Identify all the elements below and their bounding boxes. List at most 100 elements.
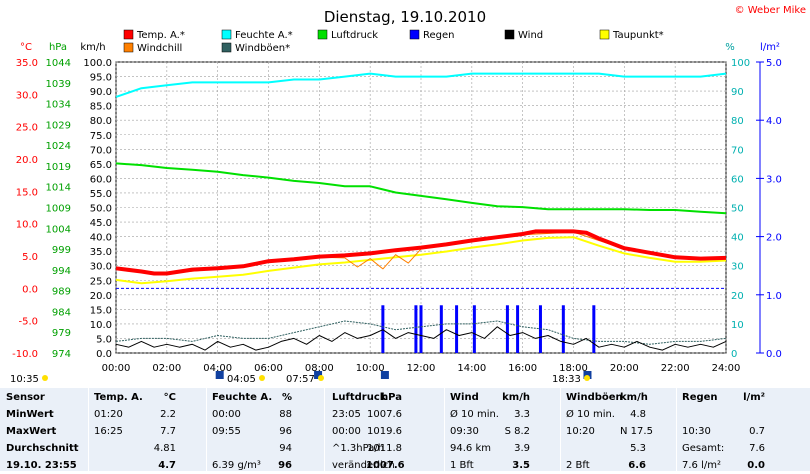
pressure-tick-label: 999 — [52, 245, 71, 256]
table-cell: Windböen — [566, 392, 623, 403]
series-line — [115, 320, 727, 345]
event-time-label: 18:33 — [552, 374, 581, 385]
wind-axis-unit: km/h — [80, 42, 105, 53]
pressure-tick-label: 1019 — [46, 162, 71, 173]
table-cell: 96 — [279, 426, 292, 437]
x-tick-label: 02:00 — [152, 363, 181, 374]
table-cell: 00:00 — [332, 426, 361, 437]
legend-swatch — [409, 29, 420, 40]
x-tick-label: 00:00 — [102, 363, 131, 374]
temp-tick-label: -10.0 — [12, 349, 38, 360]
event-dot — [318, 375, 324, 381]
table-cell: Gesamt: — [682, 443, 725, 454]
wind-tick-label: 70.0 — [90, 145, 112, 156]
table-cell: 94 — [279, 443, 292, 454]
rain-bar — [505, 305, 509, 353]
table-cell: 2.2 — [160, 409, 176, 420]
table-cell: 7.6 — [749, 443, 765, 454]
pressure-tick-label: 1024 — [46, 141, 71, 152]
table-cell: 6.6 — [628, 460, 646, 471]
table-cell: 4.7 — [158, 460, 176, 471]
table-cell: Feuchte A. — [212, 392, 273, 403]
table-cell: Durchschnitt — [6, 443, 79, 454]
table-cell: 19.10. 23:55 — [6, 460, 77, 471]
temp-axis-unit: °C — [20, 42, 32, 53]
wind-tick-label: 20.0 — [90, 291, 112, 302]
table-cell: Luftdruck — [332, 392, 387, 403]
temp-tick-label: 30.0 — [16, 90, 38, 101]
rain-tick-label: 5.0 — [766, 58, 782, 69]
table-cell: 7.7 — [160, 426, 176, 437]
temp-tick-label: 0.0 — [22, 284, 38, 295]
humidity-tick-label: 0 — [731, 349, 737, 360]
event-dot — [259, 375, 265, 381]
wind-tick-label: 40.0 — [90, 233, 112, 244]
table-cell: 23:05 — [332, 409, 361, 420]
table-cell: Ø 10 min. — [566, 409, 615, 420]
table-cell: °C — [163, 392, 176, 403]
tick-labels: 35.0 30.0 25.0 20.0 15.0 10.0 5.0 0.0 -5.0 -10.0 1… — [12, 58, 782, 374]
pressure-tick-label: 1034 — [46, 100, 71, 111]
wind-tick-label: 75.0 — [90, 131, 112, 142]
rain-bar — [381, 305, 385, 353]
table-cell: 4.8 — [630, 409, 646, 420]
rain-bar — [592, 305, 596, 353]
pressure-tick-label: 984 — [52, 307, 71, 318]
table-row: 19.10. 23:55 4.7 6.39 g/m³ 96 veränderlich 10… — [0, 459, 810, 474]
x-tick-label: 24:00 — [712, 363, 741, 374]
table-column-separator — [676, 388, 677, 471]
table-cell: 96 — [278, 460, 292, 471]
rain-tick-label: 0.0 — [766, 349, 782, 360]
table-cell: MinWert — [6, 409, 54, 420]
table-cell: 3.3 — [514, 409, 530, 420]
legend-swatch — [123, 29, 134, 40]
series-line — [115, 229, 727, 276]
event-marker — [314, 371, 323, 379]
wind-tick-label: 100.0 — [83, 58, 112, 69]
event-dot — [42, 375, 48, 381]
event-time-label: 10:35 — [10, 374, 39, 385]
x-tick-label: 12:00 — [407, 363, 436, 374]
table-cell: 7.6 l/m² — [682, 460, 721, 471]
wind-tick-label: 60.0 — [90, 174, 112, 185]
table-cell: 0.0 — [747, 460, 765, 471]
pressure-tick-label: 979 — [52, 328, 71, 339]
temp-tick-label: 10.0 — [16, 220, 38, 231]
table-row: Durchschnitt 4.81 94 ^1.3hPa/h 1011.8 94.6 km… — [0, 442, 810, 457]
table-cell: 1011.8 — [367, 443, 402, 454]
event-marker — [583, 371, 592, 379]
table-column-separator — [444, 388, 445, 471]
humidity-tick-label: 20 — [731, 291, 744, 302]
legend-label: Wind — [518, 30, 543, 41]
rain-bar — [419, 305, 423, 353]
legend-label: Windchill — [137, 43, 182, 54]
table-cell: 3.5 — [512, 460, 530, 471]
wind-tick-label: 90.0 — [90, 87, 112, 98]
table-cell: km/h — [502, 392, 530, 403]
wind-tick-label: 55.0 — [90, 189, 112, 200]
table-cell: 1 Bft — [450, 460, 474, 471]
wind-tick-label: 5.0 — [96, 334, 112, 345]
series-line — [115, 236, 727, 285]
event-dot — [584, 375, 590, 381]
wind-tick-label: 50.0 — [90, 204, 112, 215]
wind-tick-label: 45.0 — [90, 218, 112, 229]
copyright: © Weber Mike — [735, 5, 806, 16]
series-lines — [115, 72, 727, 351]
x-tick-label: 14:00 — [457, 363, 486, 374]
table-cell: 88 — [279, 409, 292, 420]
legend-swatch — [599, 29, 610, 40]
table-cell: 10:30 — [682, 426, 711, 437]
rain-bar — [472, 305, 476, 353]
table-cell: % — [281, 392, 292, 403]
pressure-tick-label: 1014 — [46, 183, 71, 194]
pressure-tick-label: 1004 — [46, 224, 71, 235]
wind-tick-label: 30.0 — [90, 262, 112, 273]
wind-tick-label: 25.0 — [90, 276, 112, 287]
chart-title: Dienstag, 19.10.2010 — [324, 8, 486, 26]
table-cell: MaxWert — [6, 426, 57, 437]
table-cell: 94.6 km — [450, 443, 491, 454]
table-cell: Temp. A. — [94, 392, 143, 403]
event-time-label: 07:57 — [286, 374, 315, 385]
table-row: MaxWert 16:25 7.7 09:55 96 00:00 1019.6 09:30 S … — [0, 425, 810, 440]
